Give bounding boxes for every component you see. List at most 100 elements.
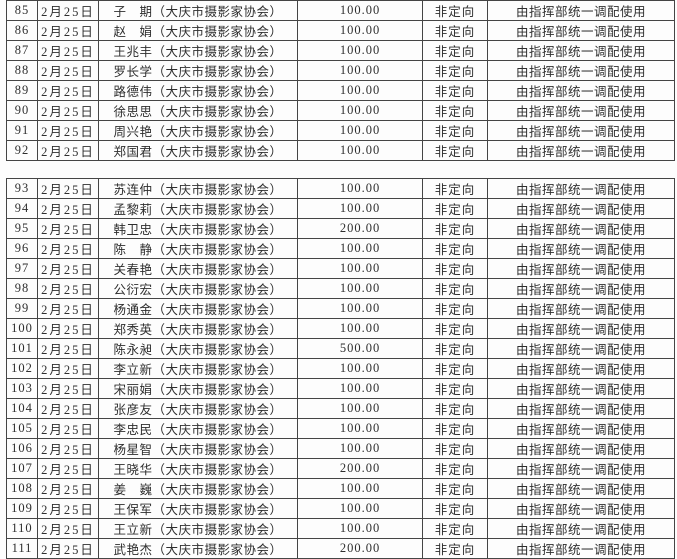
name-cell: 公衍宏（大庆市摄影家协会） [98, 278, 298, 299]
table-row: 90 2月25日 徐思思（大庆市摄影家协会） 100.00 非定向 由指挥部统一调配使用 [6, 100, 675, 121]
name-cell: 李立新（大庆市摄影家协会） [98, 358, 298, 379]
name-cell: 杨通金（大庆市摄影家协会） [98, 298, 298, 319]
name-cell: 郑秀英（大庆市摄影家协会） [98, 318, 298, 339]
direction-cell: 非定向 [422, 278, 488, 299]
name-cell: 关春艳（大庆市摄影家协会） [98, 258, 298, 279]
amount-cell: 100.00 [297, 478, 423, 499]
direction-cell: 非定向 [422, 60, 488, 81]
direction-cell: 非定向 [422, 20, 488, 41]
table-row: 102 2月25日 李立新（大庆市摄影家协会） 100.00 非定向 由指挥部统一调配使用 [6, 358, 675, 379]
table-row: 100 2月25日 郑秀英（大庆市摄影家协会） 100.00 非定向 由指挥部统一调配使用 [6, 318, 675, 339]
usage-cell: 由指挥部统一调配使用 [487, 178, 675, 199]
amount-cell: 100.00 [297, 178, 423, 199]
usage-cell: 由指挥部统一调配使用 [487, 120, 675, 141]
name-cell: 韩卫忠（大庆市摄影家协会） [98, 218, 298, 239]
date-cell: 2月25日 [37, 140, 99, 161]
name-cell: 郑国君（大庆市摄影家协会） [98, 140, 298, 161]
row-number-cell: 93 [6, 178, 38, 199]
row-number-cell: 96 [6, 238, 38, 259]
date-cell: 2月25日 [37, 338, 99, 359]
row-number-cell: 102 [6, 358, 38, 379]
amount-cell: 100.00 [297, 518, 423, 539]
funds-table-upper: 85 2月25日子 期（大庆市摄影家协会） 100.00 非定向 由指挥部统一调配使用 8… [6, 0, 675, 161]
name-cell: 武艳杰（大庆市摄影家协会） [98, 538, 298, 559]
amount-cell: 100.00 [297, 140, 423, 161]
table-row: 97 2月25日 关春艳（大庆市摄影家协会） 100.00 非定向 由指挥部统一调配使用 [6, 258, 675, 279]
direction-cell: 非定向 [422, 100, 488, 121]
usage-cell: 由指挥部统一调配使用 [487, 238, 675, 259]
row-number-cell: 86 [6, 20, 38, 41]
date-cell: 2月25日 [37, 80, 99, 101]
amount-cell: 100.00 [297, 198, 423, 219]
usage-cell: 由指挥部统一调配使用 [487, 538, 675, 559]
amount-cell: 100.00 [297, 40, 423, 61]
usage-cell: 由指挥部统一调配使用 [487, 358, 675, 379]
table-row: 103 2月25日 宋丽娟（大庆市摄影家协会） 100.00 非定向 由指挥部统一调配使用 [6, 378, 675, 399]
date-cell: 2月25日 [37, 478, 99, 499]
row-number-cell: 95 [6, 218, 38, 239]
direction-cell: 非定向 [422, 378, 488, 399]
row-number-cell: 103 [6, 378, 38, 399]
direction-cell: 非定向 [422, 458, 488, 479]
name-cell: 周兴艳（大庆市摄影家协会） [98, 120, 298, 141]
date-cell: 2月25日 [37, 60, 99, 81]
table-row: 89 2月25日 路德伟（大庆市摄影家协会） 100.00 非定向 由指挥部统一调配使用 [6, 80, 675, 101]
row-number-cell: 104 [6, 398, 38, 419]
direction-cell: 非定向 [422, 438, 488, 459]
name-cell: 陈永昶（大庆市摄影家协会） [98, 338, 298, 359]
table-row: 96 2月25日陈 静（大庆市摄影家协会） 100.00 非定向 由指挥部统一调配使用 [6, 238, 675, 259]
name-cell: 徐思思（大庆市摄影家协会） [98, 100, 298, 121]
name-cell: 姜 巍（大庆市摄影家协会） [98, 478, 298, 499]
amount-cell: 500.00 [297, 338, 423, 359]
row-number-cell: 90 [6, 100, 38, 121]
name-cell: 李忠民（大庆市摄影家协会） [98, 418, 298, 439]
table-row: 87 2月25日 王兆丰（大庆市摄影家协会） 100.00 非定向 由指挥部统一调配使用 [6, 40, 675, 61]
date-cell: 2月25日 [37, 298, 99, 319]
amount-cell: 100.00 [297, 298, 423, 319]
date-cell: 2月25日 [37, 120, 99, 141]
table-row: 94 2月25日 孟黎莉（大庆市摄影家协会） 100.00 非定向 由指挥部统一调配使用 [6, 198, 675, 219]
direction-cell: 非定向 [422, 358, 488, 379]
usage-cell: 由指挥部统一调配使用 [487, 278, 675, 299]
direction-cell: 非定向 [422, 518, 488, 539]
funds-table-upper-body: 85 2月25日子 期（大庆市摄影家协会） 100.00 非定向 由指挥部统一调配使用 8… [6, 0, 675, 161]
amount-cell: 100.00 [297, 80, 423, 101]
name-cell: 王保军（大庆市摄影家协会） [98, 498, 298, 519]
direction-cell: 非定向 [422, 120, 488, 141]
row-number-cell: 89 [6, 80, 38, 101]
direction-cell: 非定向 [422, 218, 488, 239]
row-number-cell: 94 [6, 198, 38, 219]
direction-cell: 非定向 [422, 398, 488, 419]
date-cell: 2月25日 [37, 358, 99, 379]
direction-cell: 非定向 [422, 498, 488, 519]
direction-cell: 非定向 [422, 298, 488, 319]
row-number-cell: 107 [6, 458, 38, 479]
amount-cell: 100.00 [297, 20, 423, 41]
date-cell: 2月25日 [37, 538, 99, 559]
usage-cell: 由指挥部统一调配使用 [487, 338, 675, 359]
row-number-cell: 108 [6, 478, 38, 499]
amount-cell: 100.00 [297, 0, 423, 21]
date-cell: 2月25日 [37, 278, 99, 299]
row-number-cell: 87 [6, 40, 38, 61]
date-cell: 2月25日 [37, 198, 99, 219]
amount-cell: 100.00 [297, 378, 423, 399]
row-number-cell: 106 [6, 438, 38, 459]
amount-cell: 100.00 [297, 60, 423, 81]
usage-cell: 由指挥部统一调配使用 [487, 40, 675, 61]
table-row: 98 2月25日 公衍宏（大庆市摄影家协会） 100.00 非定向 由指挥部统一调配使用 [6, 278, 675, 299]
name-cell: 子 期（大庆市摄影家协会） [98, 0, 298, 21]
funds-table-lower: 93 2月25日 苏连仲（大庆市摄影家协会） 100.00 非定向 由指挥部统一调配使用 9… [6, 178, 675, 559]
amount-cell: 100.00 [297, 278, 423, 299]
usage-cell: 由指挥部统一调配使用 [487, 218, 675, 239]
amount-cell: 200.00 [297, 458, 423, 479]
usage-cell: 由指挥部统一调配使用 [487, 298, 675, 319]
amount-cell: 100.00 [297, 358, 423, 379]
direction-cell: 非定向 [422, 538, 488, 559]
table-row: 85 2月25日子 期（大庆市摄影家协会） 100.00 非定向 由指挥部统一调配使用 [6, 0, 675, 21]
name-cell: 王兆丰（大庆市摄影家协会） [98, 40, 298, 61]
amount-cell: 100.00 [297, 438, 423, 459]
usage-cell: 由指挥部统一调配使用 [487, 438, 675, 459]
date-cell: 2月25日 [37, 458, 99, 479]
table-row: 105 2月25日 李忠民（大庆市摄影家协会） 100.00 非定向 由指挥部统一调配使用 [6, 418, 675, 439]
